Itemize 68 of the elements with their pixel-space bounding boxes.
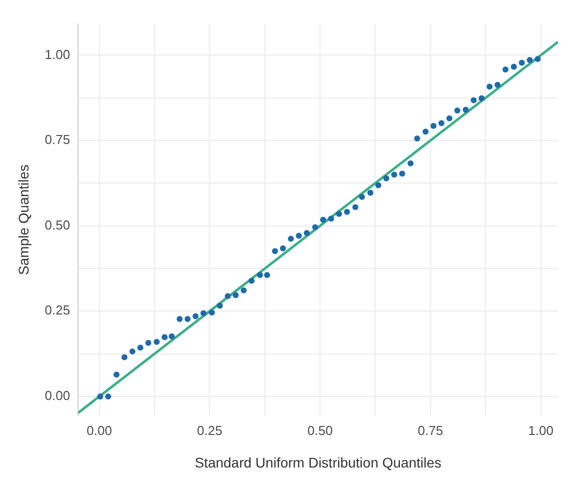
point	[192, 313, 199, 320]
point	[486, 84, 493, 90]
point	[184, 316, 191, 322]
point	[200, 310, 206, 316]
x-tick-label: 0.25	[197, 422, 222, 438]
point	[272, 248, 278, 254]
point	[391, 172, 398, 178]
point	[168, 333, 175, 340]
point	[383, 175, 390, 182]
point	[312, 224, 318, 230]
point	[375, 182, 382, 188]
point	[478, 95, 485, 102]
point	[336, 210, 342, 217]
point	[248, 278, 255, 284]
point	[414, 135, 420, 142]
point	[97, 393, 104, 400]
x-tick-label: 0.50	[307, 422, 333, 438]
point	[454, 107, 460, 114]
point	[526, 56, 533, 63]
point	[408, 160, 414, 166]
point	[145, 340, 152, 346]
point	[422, 128, 429, 135]
point	[494, 82, 501, 88]
point	[328, 216, 334, 222]
point	[208, 310, 215, 316]
point	[129, 348, 136, 354]
y-tick-label: 0.50	[44, 217, 70, 232]
y-tick-label: 0.25	[44, 302, 70, 318]
point	[162, 334, 168, 340]
point	[114, 372, 120, 378]
point	[320, 216, 326, 223]
point	[502, 66, 508, 73]
point	[288, 236, 294, 242]
x-tick-label: 1.00	[528, 422, 554, 438]
point	[256, 272, 263, 278]
point	[438, 120, 444, 126]
point	[430, 122, 436, 129]
point	[137, 344, 144, 351]
point	[462, 106, 469, 113]
point	[105, 393, 112, 400]
x-tick-label: 0.00	[86, 422, 112, 438]
x-tick-label: 0.75	[418, 422, 444, 438]
point	[446, 115, 452, 122]
point	[358, 194, 365, 200]
y-tick-label: 0.00	[44, 388, 70, 404]
point	[176, 316, 183, 322]
point	[296, 232, 302, 239]
point	[121, 354, 128, 360]
point	[510, 64, 517, 70]
point	[367, 190, 374, 196]
point	[352, 204, 358, 210]
point	[216, 302, 223, 309]
x-axis-title: Standard Uniform Distribution Quantiles	[194, 454, 442, 470]
point	[224, 293, 231, 300]
point	[534, 56, 541, 62]
y-axis-title: Sample Quantiles	[15, 164, 32, 275]
point	[280, 245, 286, 252]
point	[344, 208, 350, 215]
point	[264, 272, 270, 278]
point	[304, 230, 310, 236]
y-tick-label: 0.75	[44, 132, 70, 148]
point	[399, 170, 406, 177]
y-tick-label: 1.00	[44, 46, 70, 62]
point	[470, 97, 477, 104]
point	[518, 60, 525, 66]
point	[240, 287, 247, 294]
point	[154, 338, 160, 345]
point	[232, 292, 239, 298]
